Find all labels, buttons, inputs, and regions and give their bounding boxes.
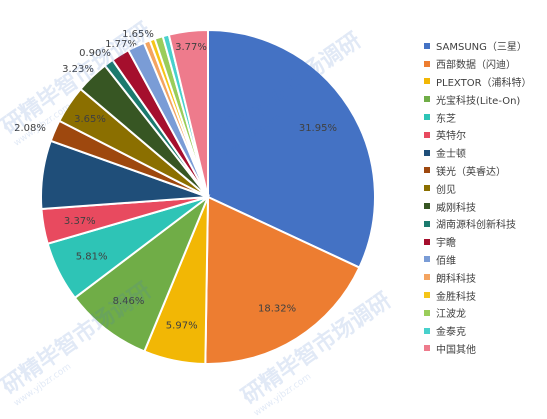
legend-label: 英特尔: [436, 131, 466, 143]
legend-item: 镁光（英睿达）: [424, 162, 546, 180]
chart-canvas: 31.95% 18.32% 5.97% 8.46% 5.81% 3.37% 2.08% 3.6…: [0, 18, 546, 418]
pie-chart: 31.95% 18.32% 5.97% 8.46% 5.81% 3.37% 2.08% 3.6…: [14, 28, 376, 365]
legend-item: 朗科科技: [424, 268, 546, 286]
legend-swatch: [424, 256, 430, 263]
chart-legend: SAMSUNG（三星） 西部数据（闪迪） PLEXTOR（浦科特） 光宝科技(Lite…: [424, 37, 546, 357]
legend-item: 金胜科技: [424, 286, 546, 304]
legend-label: 朗科科技: [436, 273, 476, 285]
legend-swatch: [424, 96, 430, 103]
pie-slice-label: 5.81%: [76, 252, 108, 263]
legend-item: 湖南源科创新科技: [424, 215, 546, 233]
legend-label: 江波龙: [436, 309, 466, 321]
legend-label: 东芝: [436, 113, 456, 125]
pie-slice-label: 18.32%: [258, 303, 296, 314]
legend-item: SAMSUNG（三星）: [424, 37, 546, 55]
pie-slice-label: 31.95%: [299, 123, 337, 134]
legend-label: 金士顿: [436, 149, 466, 161]
legend-item: 创见: [424, 179, 546, 197]
legend-swatch: [424, 149, 430, 156]
legend-swatch: [424, 220, 430, 227]
legend-label: 西部数据（闪迪）: [436, 60, 516, 72]
pie-slice-label: 3.65%: [74, 114, 106, 125]
legend-item: 威刚科技: [424, 197, 546, 215]
legend-item: 江波龙: [424, 304, 546, 322]
legend-item: PLEXTOR（浦科特）: [424, 73, 546, 91]
legend-label: 创见: [436, 184, 456, 196]
legend-label: 镁光（英睿达）: [436, 166, 506, 178]
pie-slice-label: 0.90%: [79, 48, 111, 59]
legend-label: PLEXTOR（浦科特）: [436, 77, 532, 89]
legend-item: 西部数据（闪迪）: [424, 55, 546, 73]
legend-swatch: [424, 60, 430, 67]
legend-label: 中国其他: [436, 344, 476, 356]
legend-label: 金泰克: [436, 327, 466, 339]
pie-slice-label: 2.08%: [14, 123, 46, 134]
legend-label: 光宝科技(Lite-On): [436, 95, 521, 107]
legend-item: 东芝: [424, 108, 546, 126]
pie-slice: [73, 193, 211, 353]
legend-swatch: [424, 292, 430, 299]
legend-swatch: [424, 345, 430, 352]
pie-slice-label: 1.77%: [105, 39, 137, 50]
legend-label: 宇瞻: [436, 238, 456, 250]
pie-slice-label: 5.97%: [166, 321, 198, 332]
legend-label: 威刚科技: [436, 202, 476, 214]
legend-label: 佰维: [436, 255, 456, 267]
pie-slice-label: 3.37%: [64, 216, 96, 227]
pie-slice: [167, 28, 209, 198]
pie-slice: [204, 195, 361, 365]
legend-swatch: [424, 327, 430, 334]
pie-slice-label: 3.77%: [175, 42, 207, 53]
legend-swatch: [424, 238, 430, 245]
legend-swatch: [424, 203, 430, 210]
legend-item: 光宝科技(Lite-On): [424, 90, 546, 108]
legend-swatch: [424, 114, 430, 121]
pie-slice-label: 8.46%: [113, 296, 145, 307]
legend-item: 中国其他: [424, 340, 546, 358]
legend-item: 佰维: [424, 251, 546, 269]
legend-item: 宇瞻: [424, 233, 546, 251]
legend-item: 金士顿: [424, 144, 546, 162]
pie-slice-label: 3.23%: [62, 64, 94, 75]
legend-label: 金胜科技: [436, 291, 476, 303]
legend-swatch: [424, 309, 430, 316]
pie-slice-label: 1.65%: [122, 29, 154, 40]
legend-swatch: [424, 185, 430, 192]
legend-swatch: [424, 167, 430, 174]
legend-swatch: [424, 131, 430, 138]
legend-swatch: [424, 78, 430, 85]
legend-label: SAMSUNG（三星）: [436, 42, 527, 54]
legend-item: 英特尔: [424, 126, 546, 144]
legend-item: 金泰克: [424, 322, 546, 340]
legend-swatch: [424, 274, 430, 281]
pie-slice: [207, 28, 376, 269]
legend-label: 湖南源科创新科技: [436, 220, 516, 232]
legend-swatch: [424, 42, 430, 49]
